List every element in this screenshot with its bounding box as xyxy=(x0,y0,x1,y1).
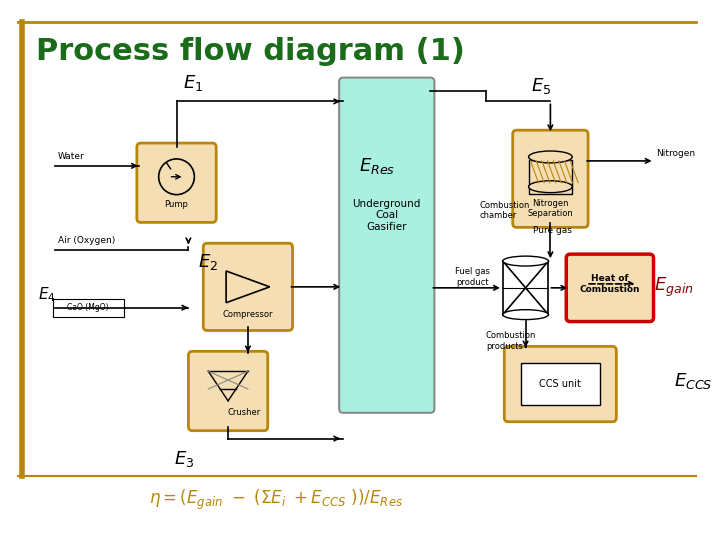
Bar xyxy=(53,299,124,316)
Text: CaO (MgO): CaO (MgO) xyxy=(55,303,104,312)
Text: CaO (MgO): CaO (MgO) xyxy=(68,303,109,312)
Bar xyxy=(528,160,572,194)
FancyBboxPatch shape xyxy=(566,254,654,321)
Text: Fuel gas
product: Fuel gas product xyxy=(454,267,490,287)
Ellipse shape xyxy=(528,151,572,163)
Text: $\eta = (E_{gain}\ -\ (\Sigma E_i\ +E_{CCS}\ ))/E_{Res}$: $\eta = (E_{gain}\ -\ (\Sigma E_i\ +E_{C… xyxy=(149,488,402,512)
Text: $E_{CCS}$: $E_{CCS}$ xyxy=(675,371,713,391)
Text: $E_3$: $E_3$ xyxy=(174,449,194,469)
FancyBboxPatch shape xyxy=(339,78,434,413)
Text: Crusher: Crusher xyxy=(228,408,261,417)
Bar xyxy=(521,363,600,405)
Text: $E_5$: $E_5$ xyxy=(531,77,551,97)
Bar xyxy=(503,261,549,315)
FancyBboxPatch shape xyxy=(189,352,268,431)
Text: Pump: Pump xyxy=(165,200,189,209)
Ellipse shape xyxy=(528,181,572,193)
Ellipse shape xyxy=(503,309,549,320)
Text: Nitrogen
Separation: Nitrogen Separation xyxy=(528,199,573,218)
Text: $E_{gain}$: $E_{gain}$ xyxy=(654,276,694,300)
Text: Underground
Coal
Gasifier: Underground Coal Gasifier xyxy=(353,199,421,232)
Text: $E_4$: $E_4$ xyxy=(37,286,55,304)
Text: Compressor: Compressor xyxy=(222,310,273,319)
Ellipse shape xyxy=(503,256,549,266)
Text: CCS unit: CCS unit xyxy=(539,379,581,389)
Text: $E_{Res}$: $E_{Res}$ xyxy=(359,156,395,176)
Text: Heat of
Combustion: Heat of Combustion xyxy=(580,274,640,294)
Text: Combustion
chamber: Combustion chamber xyxy=(480,201,531,220)
Text: Nitrogen: Nitrogen xyxy=(657,149,696,158)
Text: Water: Water xyxy=(58,152,84,161)
Text: $E_1$: $E_1$ xyxy=(184,73,204,93)
FancyBboxPatch shape xyxy=(513,130,588,227)
FancyBboxPatch shape xyxy=(504,346,616,422)
FancyBboxPatch shape xyxy=(137,143,216,222)
FancyBboxPatch shape xyxy=(203,243,292,330)
Text: Air (Oxygen): Air (Oxygen) xyxy=(58,236,114,245)
Text: Pure gas: Pure gas xyxy=(533,226,572,235)
Text: Process flow diagram (1): Process flow diagram (1) xyxy=(36,37,464,66)
Text: $E_2$: $E_2$ xyxy=(198,252,218,272)
Text: Combustion
products: Combustion products xyxy=(486,332,536,351)
